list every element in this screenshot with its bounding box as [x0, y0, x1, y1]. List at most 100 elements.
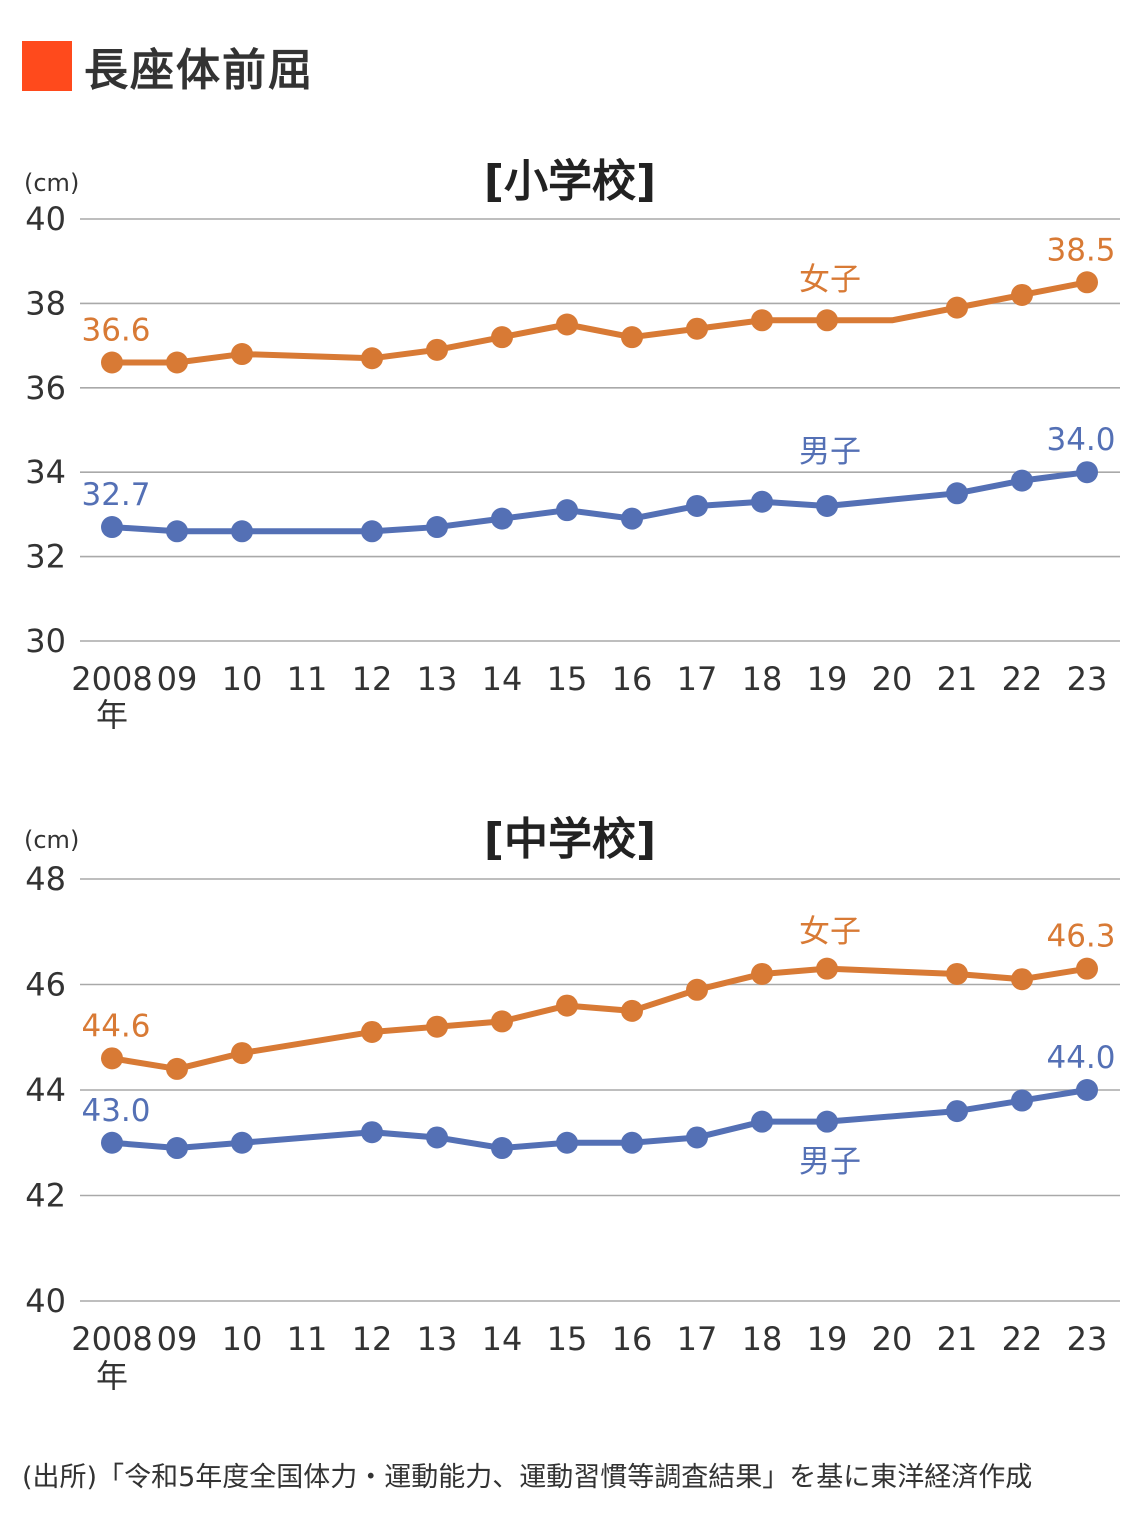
es-male-data-point: [621, 507, 643, 530]
jhs-x-tick-label: 12: [352, 1320, 393, 1358]
es-male-data-point: [946, 482, 968, 505]
es-x-tick-label: 15: [547, 660, 588, 698]
jhs-male-data-point: [491, 1137, 513, 1160]
es-male-data-point: [166, 520, 188, 543]
jhs-x-year-suffix: 年: [96, 1357, 128, 1395]
es-female-data-point: [491, 326, 513, 349]
es-male-data-point: [686, 494, 708, 517]
es-x-tick-label: 10: [222, 660, 263, 698]
es-female-data-point: [1076, 271, 1098, 294]
jhs-female-series-line: [109, 965, 1090, 1072]
jhs-x-tick-label: 18: [742, 1320, 783, 1358]
jhs-male-data-point: [1076, 1079, 1098, 1101]
jhs-female-data-point: [556, 994, 578, 1017]
es-x-tick-label: 19: [807, 660, 848, 698]
es-x-tick-label: 2008: [71, 660, 152, 698]
jhs-male-data-point: [166, 1137, 188, 1160]
es-y-tick-label: 38: [25, 284, 66, 322]
es-x-tick-label: 20: [872, 660, 913, 698]
jhs-x-tick-label: 17: [677, 1320, 718, 1358]
jhs-female-data-point: [621, 999, 643, 1022]
jhs-x-tick-label: 14: [482, 1320, 523, 1358]
jhs-male-data-point: [816, 1110, 838, 1133]
jhs-male-series-name: 男子: [799, 1144, 861, 1180]
jhs-male-data-point: [686, 1126, 708, 1149]
es-female-data-point: [166, 351, 188, 374]
es-y-tick-label: 30: [25, 622, 66, 660]
jhs-female-series-name: 女子: [799, 914, 861, 950]
jhs-male-data-point: [361, 1121, 383, 1144]
jhs-x-tick-label: 13: [417, 1320, 458, 1358]
jhs-unit-label: (cm): [24, 826, 79, 854]
source-note: (出所)「令和5年度全国体力・運動能力、運動習慣等調査結果」を基に東洋経済作成: [22, 1462, 1033, 1493]
es-male-data-point: [1076, 461, 1098, 484]
es-female-data-point: [361, 347, 383, 370]
es-male-data-point: [231, 520, 253, 543]
es-male-data-point: [816, 494, 838, 517]
elementary-school-chart: [小学校] (cm) 30 32 34 36 38 40 2008 09 10 11 12 13 14 15 1…: [24, 156, 1120, 734]
es-female-data-point: [816, 309, 838, 332]
es-female-data-point: [621, 326, 643, 349]
es-x-tick-label: 09: [157, 660, 198, 698]
es-x-year-suffix: 年: [96, 696, 128, 734]
es-female-data-point: [101, 351, 123, 374]
es-x-tick-label: 22: [1002, 660, 1043, 698]
es-female-data-point: [1011, 283, 1033, 306]
es-male-data-point: [426, 516, 448, 539]
es-y-tick-label: 40: [25, 200, 66, 238]
jhs-female-data-point: [946, 962, 968, 985]
es-female-series-name: 女子: [799, 262, 861, 298]
jhs-x-tick-label: 16: [612, 1320, 653, 1358]
jhs-female-last-value-label: 46.3: [1046, 919, 1115, 955]
es-chart-title: [小学校]: [484, 156, 656, 207]
es-female-data-point: [426, 338, 448, 361]
jhs-male-last-value-label: 44.0: [1046, 1040, 1115, 1076]
jhs-y-tick-label: 40: [25, 1282, 66, 1320]
jhs-male-data-point: [751, 1110, 773, 1133]
jhs-x-tick-label: 10: [222, 1320, 263, 1358]
jhs-male-data-point: [426, 1126, 448, 1149]
es-y-tick-label: 36: [25, 369, 66, 407]
jhs-female-data-point: [1076, 957, 1098, 980]
es-female-last-value-label: 38.5: [1046, 232, 1115, 268]
es-x-tick-label: 11: [287, 660, 328, 698]
jhs-female-data-point: [816, 957, 838, 980]
jhs-male-series-line: [109, 1087, 1090, 1152]
jhs-x-tick-label: 2008: [71, 1320, 152, 1358]
jhs-male-data-point: [101, 1131, 123, 1154]
es-male-data-point: [751, 490, 773, 513]
header-accent-square: [22, 41, 72, 91]
header: 長座体前屈: [22, 38, 314, 96]
es-x-tick-label: 14: [482, 660, 523, 698]
jhs-chart-title: [中学校]: [484, 814, 656, 865]
es-x-tick-label: 16: [612, 660, 653, 698]
jhs-x-tick-label: 11: [287, 1320, 328, 1358]
jhs-x-tick-label: 20: [872, 1320, 913, 1358]
es-male-data-point: [361, 520, 383, 543]
jhs-female-data-point: [361, 1020, 383, 1043]
jhs-female-data-point: [751, 962, 773, 985]
es-male-last-value-label: 34.0: [1046, 422, 1115, 458]
jhs-y-tick-label: 42: [25, 1177, 66, 1215]
jhs-female-data-point: [491, 1010, 513, 1033]
es-x-tick-label: 17: [677, 660, 718, 698]
jhs-y-tick-label: 46: [25, 966, 66, 1004]
es-x-tick-label: 18: [742, 660, 783, 698]
jhs-female-data-point: [1011, 968, 1033, 991]
jhs-female-data-point: [231, 1042, 253, 1065]
es-female-series-line: [109, 279, 1090, 366]
es-female-first-value-label: 36.6: [81, 312, 150, 348]
jhs-x-tick-label: 09: [157, 1320, 198, 1358]
jhs-male-data-point: [621, 1131, 643, 1154]
jhs-female-data-point: [166, 1057, 188, 1080]
jhs-male-data-point: [231, 1131, 253, 1154]
es-female-data-point: [946, 296, 968, 319]
es-female-data-point: [751, 309, 773, 332]
jhs-y-tick-label: 44: [25, 1071, 66, 1109]
es-female-data-point: [686, 317, 708, 340]
es-female-data-point: [231, 343, 253, 366]
jhs-female-first-value-label: 44.6: [81, 1008, 150, 1044]
jhs-female-data-point: [426, 1015, 448, 1038]
es-male-first-value-label: 32.7: [81, 477, 150, 513]
es-male-data-point: [556, 499, 578, 522]
